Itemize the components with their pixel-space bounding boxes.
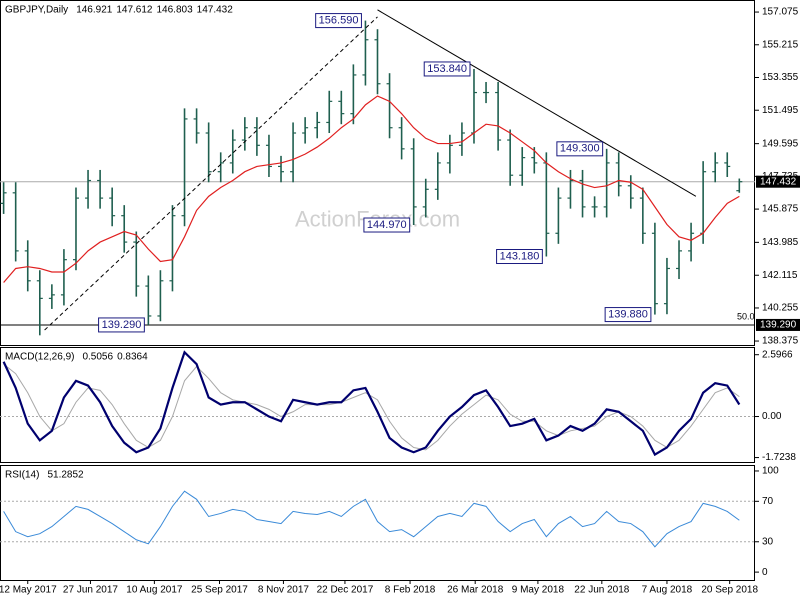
header-value: 51.2852: [47, 470, 84, 481]
y-tick-label: 138.375: [762, 336, 799, 347]
y-tick-label: -1.7238: [762, 452, 796, 463]
annotation-box: [556, 141, 604, 157]
annotation-label: 139.290: [102, 319, 142, 331]
header-value: 146.921: [76, 5, 113, 16]
trendline: [44, 16, 378, 331]
annotation-label: 153.840: [427, 63, 467, 75]
panel-frame: [0, 465, 755, 581]
annotation-label: 139.880: [608, 308, 648, 320]
price-label-box: [756, 175, 800, 188]
y-tick-label: 140.255: [762, 303, 799, 314]
y-tick-label: 157.075: [762, 7, 799, 18]
x-tick-label: 22 Jun 2018: [574, 585, 629, 596]
panel-title: RSI(14): [5, 470, 39, 481]
x-tick-label: 8 Nov 2017: [258, 585, 310, 596]
annotation-box: [363, 217, 411, 233]
x-tick-label: 22 Dec 2017: [317, 585, 374, 596]
x-tick-label: 7 Aug 2018: [642, 585, 693, 596]
y-tick-label: 30: [762, 536, 774, 547]
level-label-box: [756, 318, 800, 331]
header-value: 0.8364: [117, 352, 148, 363]
y-tick-label: 2.5966: [762, 349, 793, 360]
indicator-line: [3, 490, 740, 548]
panel-frame: [0, 0, 755, 346]
x-tick-label: 20 Sep 2018: [701, 585, 758, 596]
header-value: 146.803: [157, 5, 194, 16]
indicator-line: [2, 350, 741, 457]
y-tick-label: 0.00: [762, 411, 782, 422]
x-tick-label: 27 Jun 2017: [63, 585, 118, 596]
panel-title: MACD(12,26,9): [5, 352, 74, 363]
annotation-box: [604, 307, 652, 323]
x-tick-label: 12 May 2017: [0, 585, 57, 596]
y-tick-label: 142.115: [762, 270, 798, 281]
annotation-box: [496, 249, 543, 265]
x-tick-label: 25 Sep 2017: [191, 585, 248, 596]
moving-average: [3, 95, 740, 283]
x-tick-label: 10 Aug 2017: [126, 585, 183, 596]
y-tick-label: 145.875: [762, 204, 799, 215]
x-tick-label: 26 Mar 2018: [447, 585, 504, 596]
x-tick-label: 8 Feb 2018: [385, 585, 436, 596]
annotation-label: 156.590: [319, 14, 359, 26]
x-tick-label: 9 May 2018: [512, 585, 565, 596]
header-value: 147.612: [116, 5, 153, 16]
price-label: 147.432: [760, 176, 797, 187]
annotation-box: [315, 13, 362, 29]
fib-label: 50.0: [737, 311, 755, 321]
header-value: 0.5056: [82, 352, 113, 363]
panel-frame: [0, 347, 755, 463]
annotation-box: [98, 317, 145, 333]
y-tick-label: 100: [762, 466, 779, 477]
y-tick-label: 155.215: [762, 39, 799, 50]
annotation-label: 149.300: [560, 143, 600, 155]
y-tick-label: 153.355: [762, 72, 799, 83]
indicator-line: [3, 363, 740, 451]
annotation-label: 143.180: [500, 250, 540, 262]
panel-title: GBPJPY,Daily: [5, 5, 68, 16]
y-tick-label: 70: [762, 496, 774, 507]
header-value: 147.432: [197, 5, 234, 16]
annotation-box: [423, 61, 471, 77]
y-tick-label: 151.495: [762, 105, 799, 116]
trendline: [377, 9, 697, 197]
y-tick-label: 149.595: [762, 138, 799, 149]
y-tick-label: 143.985: [762, 237, 799, 248]
level-label: 139.290: [760, 320, 797, 331]
annotation-label: 144.970: [367, 219, 407, 231]
y-tick-label: 0: [762, 567, 768, 578]
